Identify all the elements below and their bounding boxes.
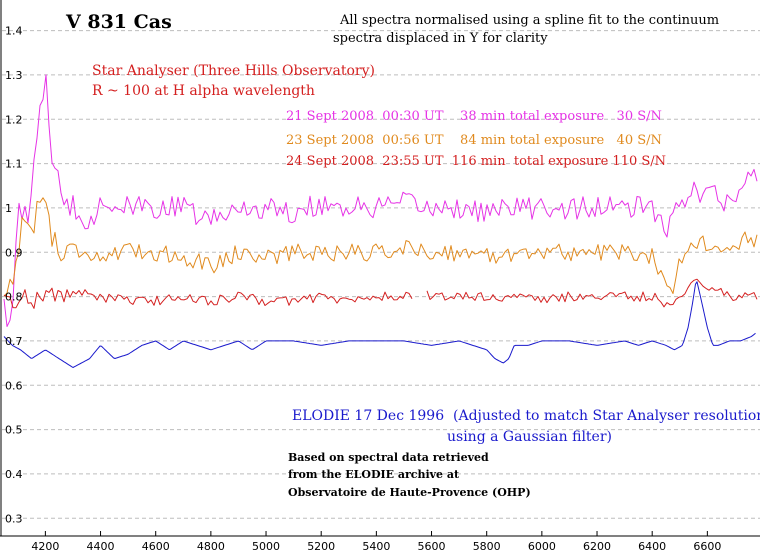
grid-layer [2,30,760,519]
y-tick-label: 1.4 [5,25,23,38]
x-tick-label: 6000 [528,540,556,553]
y-tick-label: 1.1 [5,158,23,171]
legend-21-sept: 21 Sept 2008 00:30 UT 38 min total expos… [286,109,662,124]
series-line-4 [3,281,756,368]
y-tick-label: 0.3 [5,512,23,525]
y-tick-label: 0.4 [5,468,23,481]
y-tick-label: 1.2 [5,113,23,126]
series-line-3 [3,287,413,309]
axis-layer [0,0,760,537]
y-tick-label: 0.7 [5,335,23,348]
source-note-line-1: Based on spectral data retrieved [288,451,489,464]
y-tick-label: 0.8 [5,291,23,304]
x-tick-label: 5200 [307,540,335,553]
x-tick-label: 4600 [142,540,170,553]
instrument-line-2: R ~ 100 at H alpha wavelength [92,83,315,99]
x-tick-label: 5800 [473,540,501,553]
x-tick-label: 5600 [418,540,446,553]
series-layer [3,74,758,368]
y-tick-label: 1 [5,202,12,215]
series-line-2 [3,197,758,297]
x-tick-label: 5400 [362,540,390,553]
x-tick-label: 6600 [693,540,721,553]
y-tick-label: 0.5 [5,424,23,437]
instrument-line-1: Star Analyser (Three Hills Observatory) [92,63,375,79]
x-tick-label: 4200 [31,540,59,553]
x-tick-label: 5000 [252,540,280,553]
legend-elodie-line-2: using a Gaussian filter) [447,429,612,445]
series-line-3 [426,278,758,308]
legend-24-sept: 24 Sept 2008 23:55 UT 116 min total expo… [286,154,666,169]
x-tick-label: 4400 [87,540,115,553]
x-tick-label: 6400 [638,540,666,553]
subtitle-line-2: spectra displaced in Y for clarity [333,31,548,46]
y-tick-label: 0.6 [5,379,23,392]
chart-title: V 831 Cas [65,11,172,33]
x-tick-label: 4800 [197,540,225,553]
y-tick-label: 0.9 [5,246,23,259]
subtitle-line-1: All spectra normalised using a spline fi… [339,13,719,28]
y-tick-label: 1.3 [5,69,23,82]
legend-23-sept: 23 Sept 2008 00:56 UT 84 min total expos… [286,133,662,148]
series-line-1 [3,74,758,327]
tick-label-layer: 0.3 0.4 0.5 0.6 0.7 0.8 0.9 1 1.1 1.2 1.3 1.4 4200 44… [5,25,721,553]
x-tick-label: 6200 [583,540,611,553]
source-note-line-2: from the ELODIE archive at [288,468,460,481]
source-note-line-3: Observatoire de Haute-Provence (OHP) [288,486,531,499]
legend-elodie-line-1: ELODIE 17 Dec 1996 (Adjusted to match St… [292,408,760,424]
